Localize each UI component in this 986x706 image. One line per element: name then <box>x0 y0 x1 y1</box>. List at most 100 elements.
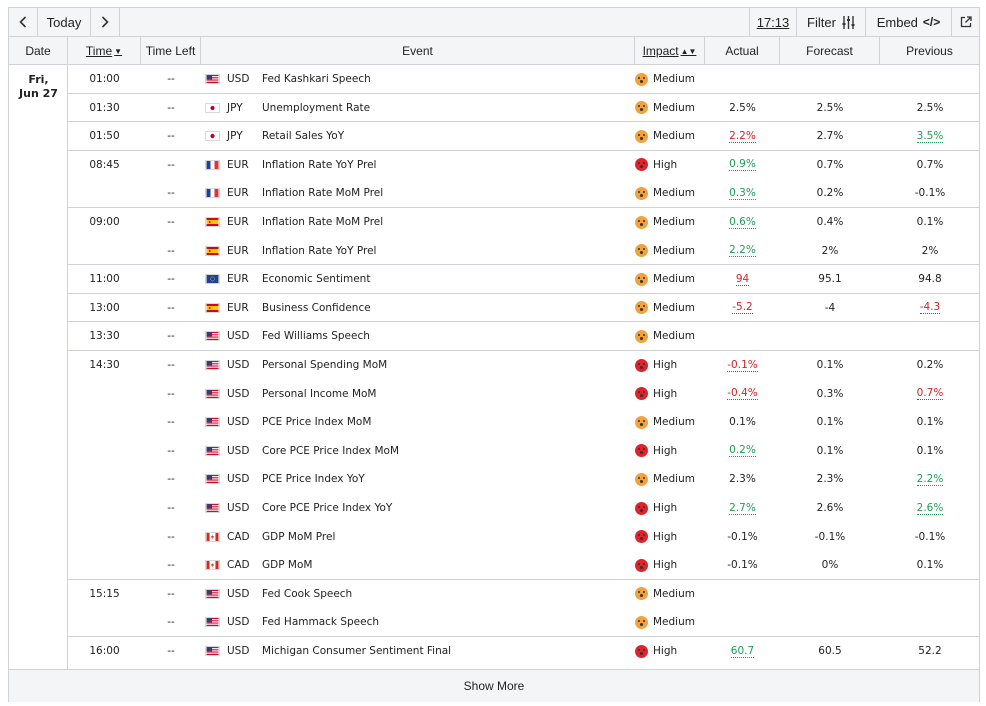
impact-indicator: Medium <box>635 208 705 236</box>
event-name[interactable]: Unemployment Rate <box>262 101 371 114</box>
event-name[interactable]: Inflation Rate MoM Prel <box>262 216 384 228</box>
event-name[interactable]: PCE Price Index MoM <box>262 416 372 429</box>
table-row[interactable]: 16:00 -- USD Michigan Consumer Sentiment Fi… <box>68 637 979 665</box>
table-row[interactable]: -- USD Personal Income MoM High -0.4% 0.3% 0.7… <box>68 380 979 408</box>
actual-text[interactable]: 0.3% <box>729 186 756 200</box>
forecast-value: 95.1 <box>780 265 880 293</box>
event-name[interactable]: Core PCE Price Index MoM <box>262 444 400 457</box>
actual-value: 2.7% <box>705 494 780 522</box>
actual-value: -5.2 <box>705 294 780 322</box>
event-name[interactable]: Inflation Rate YoY Prel <box>262 158 377 171</box>
impact-medium-icon <box>635 472 648 486</box>
forecast-text: -0.1% <box>814 530 846 543</box>
event-name[interactable]: Fed Cook Speech <box>262 587 353 600</box>
forecast-text: 0.1% <box>816 359 844 371</box>
event-name[interactable]: Michigan Consumer Sentiment Final <box>262 645 452 657</box>
impact-label: Medium <box>653 416 695 429</box>
table-row[interactable]: -- CAD GDP MoM High -0.1% 0% 0.1% <box>68 551 979 579</box>
event-name[interactable]: GDP MoM <box>262 559 313 572</box>
table-row[interactable]: -- CAD GDP MoM Prel High -0.1% -0.1% -0.1% <box>68 523 979 551</box>
actual-text[interactable]: 0.6% <box>729 215 756 229</box>
actual-text[interactable]: 2.2% <box>729 244 756 258</box>
table-row[interactable]: 01:00 -- USD Fed Kashkari Speech Medium <box>68 65 979 93</box>
table-row[interactable]: 08:45 -- EUR Inflation Rate YoY Prel High 0.9… <box>68 151 979 179</box>
table-row[interactable]: -- USD Core PCE Price Index MoM High 0.2% 0.1… <box>68 437 979 465</box>
table-header: Date Time ▼ Time Left Event Impact ▲▼ Actu… <box>9 37 979 65</box>
event-name[interactable]: Core PCE Price Index YoY <box>262 502 393 514</box>
table-row[interactable]: -- EUR Inflation Rate YoY Prel Medium 2.2% 2%… <box>68 237 979 265</box>
event-time <box>68 179 141 207</box>
forecast-value: 60.5 <box>780 637 880 665</box>
forecast-value: 0.4% <box>780 208 880 236</box>
previous-text[interactable]: 3.5% <box>916 129 944 143</box>
event-name[interactable]: Personal Income MoM <box>262 387 377 400</box>
event-name[interactable]: Fed Hammack Speech <box>262 616 380 629</box>
event-time <box>68 608 141 636</box>
event-name[interactable]: Business Confidence <box>262 301 371 314</box>
impact-medium-icon <box>635 186 648 200</box>
open-external-button[interactable] <box>951 8 979 36</box>
prev-day-button[interactable] <box>9 8 38 36</box>
table-row[interactable]: 09:00 -- EUR Inflation Rate MoM Prel Medium 0… <box>68 208 979 236</box>
actual-text[interactable]: 2.7% <box>729 501 756 515</box>
timezone-clock-link[interactable]: 17:13 <box>749 8 796 36</box>
table-row[interactable]: 01:50 -- JPY Retail Sales YoY Medium 2.2% 2.7%… <box>68 122 979 150</box>
event-name[interactable]: Retail Sales YoY <box>262 130 345 143</box>
actual-text[interactable]: -0.4% <box>727 387 758 401</box>
table-row[interactable]: 01:30 -- JPY Unemployment Rate Medium 2.5% 2.5… <box>68 94 979 122</box>
event-name[interactable]: Fed Kashkari Speech <box>262 73 371 85</box>
table-row[interactable]: 15:15 -- USD Fed Cook Speech Medium <box>68 580 979 608</box>
event-name[interactable]: Economic Sentiment <box>262 273 371 286</box>
col-impact-sort[interactable]: Impact ▲▼ <box>635 37 705 65</box>
previous-text[interactable]: 2.6% <box>916 501 944 515</box>
table-row[interactable]: -- USD PCE Price Index MoM Medium 0.1% 0.1% 0.… <box>68 408 979 436</box>
table-row[interactable]: 11:00 -- EUR Economic Sentiment Medium 94 95.1… <box>68 265 979 293</box>
table-row[interactable]: 13:30 -- USD Fed Williams Speech Medium <box>68 322 979 350</box>
table-row[interactable]: -- USD PCE Price Index YoY Medium 2.3% 2.3% 2.… <box>68 465 979 493</box>
forecast-value: 0.1% <box>780 408 880 436</box>
show-more-button[interactable]: Show More <box>9 669 979 702</box>
previous-text[interactable]: 0.7% <box>916 387 944 401</box>
previous-value: 0.7% <box>880 151 980 179</box>
table-row[interactable]: -- USD Fed Hammack Speech Medium <box>68 608 979 636</box>
event-name[interactable]: PCE Price Index YoY <box>262 473 365 486</box>
actual-text[interactable]: 60.7 <box>730 644 755 658</box>
actual-text[interactable]: 0.9% <box>729 158 756 172</box>
event-time: 11:00 <box>89 273 120 286</box>
table-row[interactable]: 14:30 -- USD Personal Spending MoM High -0.1%… <box>68 351 979 379</box>
impact-medium-icon <box>635 301 648 315</box>
impact-label: High <box>653 645 678 657</box>
event-name[interactable]: Fed Williams Speech <box>262 330 370 343</box>
currency-code: CAD <box>227 559 250 572</box>
actual-text[interactable]: 94 <box>735 272 750 286</box>
event-time <box>68 494 141 522</box>
actual-text[interactable]: 0.2% <box>729 444 756 458</box>
ca-flag-icon <box>205 523 221 551</box>
previous-value <box>880 608 980 636</box>
table-row[interactable]: -- USD Core PCE Price Index YoY High 2.7% 2.6… <box>68 494 979 522</box>
filter-button[interactable]: Filter <box>796 8 865 36</box>
event-name[interactable]: GDP MoM Prel <box>262 530 336 543</box>
today-button[interactable]: Today <box>38 8 91 36</box>
event-name[interactable]: Inflation Rate YoY Prel <box>262 244 377 257</box>
actual-text[interactable]: -5.2 <box>732 301 753 315</box>
event-name[interactable]: Inflation Rate MoM Prel <box>262 187 384 200</box>
actual-value: 0.3% <box>705 179 780 207</box>
impact-indicator: High <box>635 437 705 465</box>
embed-button[interactable]: Embed </> <box>865 8 951 36</box>
actual-text[interactable]: 2.2% <box>729 129 756 143</box>
impact-indicator: Medium <box>635 608 705 636</box>
us-flag-icon <box>205 380 221 408</box>
us-flag-icon <box>205 351 221 379</box>
event-name[interactable]: Personal Spending MoM <box>262 359 388 371</box>
table-row[interactable]: -- EUR Inflation Rate MoM Prel Medium 0.3% 0.… <box>68 179 979 207</box>
previous-text[interactable]: -4.3 <box>919 301 941 315</box>
table-row[interactable]: 13:00 -- EUR Business Confidence Medium -5.2 -… <box>68 294 979 322</box>
previous-text[interactable]: 2.2% <box>916 472 944 486</box>
col-time-sort[interactable]: Time ▼ <box>68 37 141 65</box>
next-day-button[interactable] <box>91 8 120 36</box>
forecast-value: 2.6% <box>780 494 880 522</box>
col-actual: Actual <box>705 37 780 65</box>
actual-text[interactable]: -0.1% <box>727 358 758 372</box>
previous-value <box>880 65 980 93</box>
